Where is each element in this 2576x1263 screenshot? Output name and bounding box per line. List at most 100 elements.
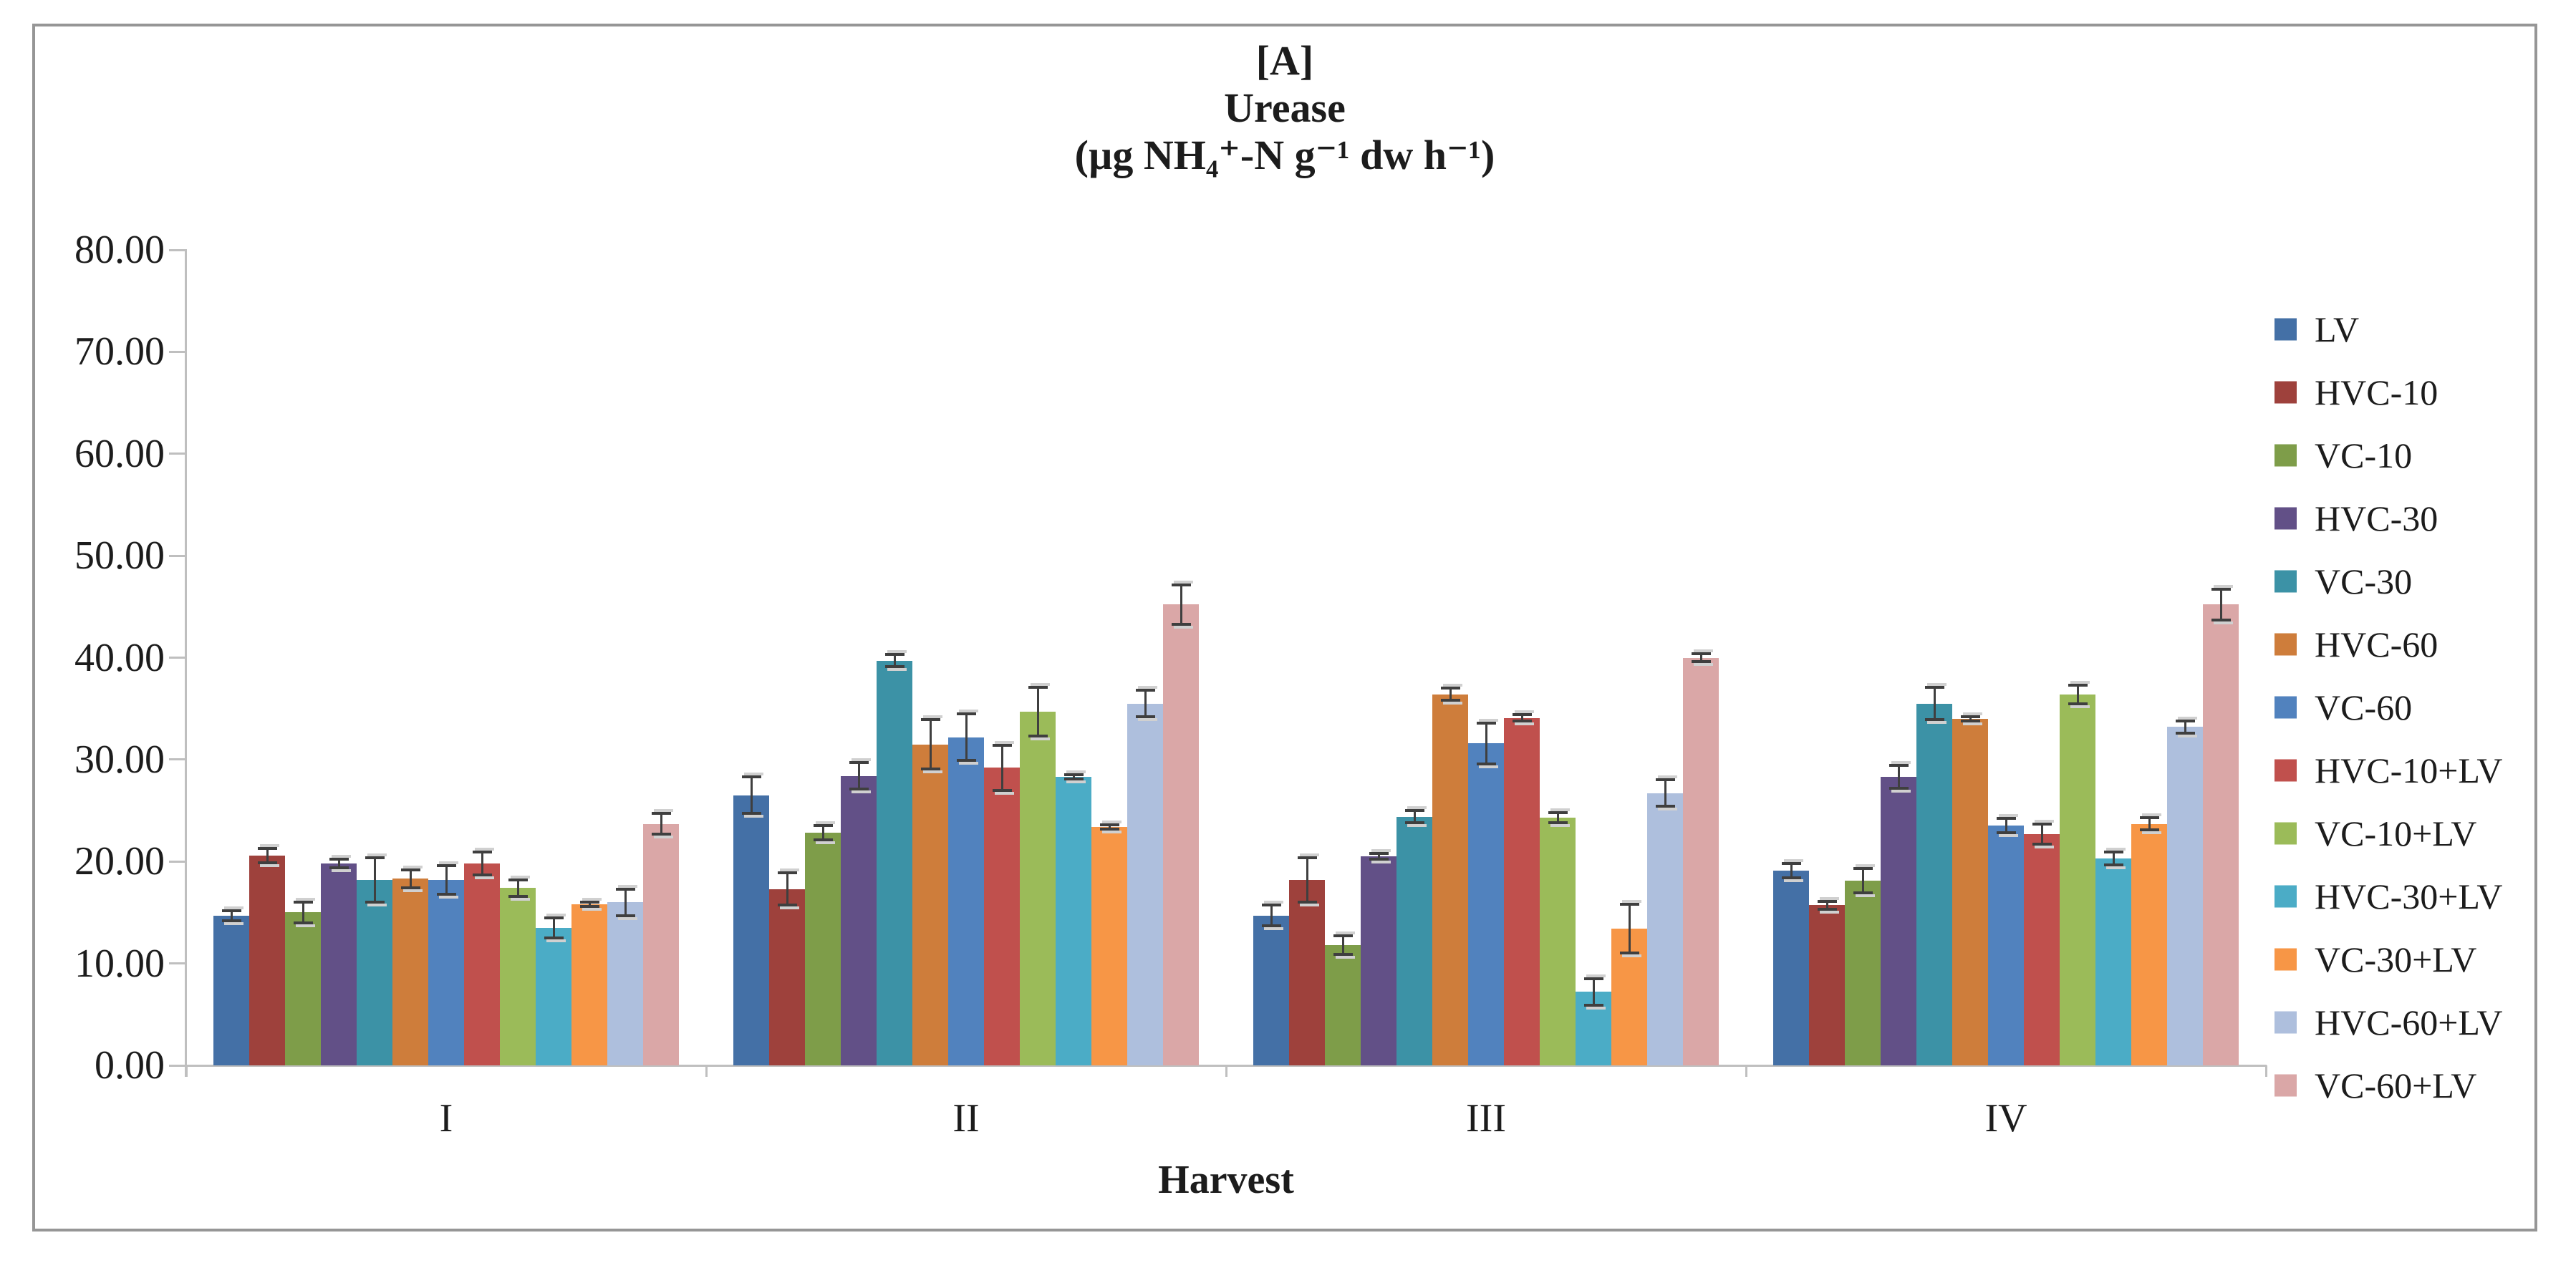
error-bar-cap-top <box>1888 764 1909 768</box>
bar-LV-IV <box>1773 871 1809 1065</box>
error-bar <box>516 879 519 896</box>
y-tick-label: 0.00 <box>95 1043 165 1088</box>
bar-HVC-60-IV <box>1952 718 1988 1065</box>
bar-HVC-10-III <box>1289 879 1325 1065</box>
error-bar <box>660 813 662 834</box>
bar-VC-10-IV <box>1845 881 1881 1065</box>
legend-label: VC-30+LV <box>2315 939 2477 979</box>
bar-HVC-10+LV-IV <box>2024 833 2060 1065</box>
error-bar <box>1969 717 1972 721</box>
legend-swatch-icon <box>2274 948 2297 971</box>
bar-HVC-60+LV-III <box>1647 793 1683 1065</box>
error-bar-cap-bottom <box>1924 718 1944 722</box>
error-bar <box>1592 978 1595 1005</box>
bar-HVC-60-I <box>392 879 428 1065</box>
error-bar-cap-bottom <box>1297 901 1317 904</box>
error-bar <box>2112 852 2115 865</box>
error-bar <box>1664 780 1666 807</box>
error-bar-cap-top <box>579 901 599 904</box>
error-bar <box>445 865 448 894</box>
category-label-I: I <box>439 1096 453 1141</box>
legend-label: HVC-60 <box>2315 624 2438 664</box>
error-bar <box>1413 810 1416 823</box>
y-axis-tick <box>169 248 187 251</box>
error-bar-cap-top <box>1960 715 1980 719</box>
error-bar <box>1072 775 1075 779</box>
bar-HVC-30-I <box>321 863 357 1065</box>
error-bar-cap-top <box>1171 584 1191 587</box>
legend-swatch-icon <box>2274 318 2297 341</box>
category-label-III: III <box>1466 1096 1506 1141</box>
error-bar-cap-top <box>400 868 420 871</box>
bar-VC-60-II <box>948 737 984 1065</box>
error-bar-cap-bottom <box>1853 891 1873 895</box>
error-bar-cap-top <box>1404 809 1424 813</box>
category-label-IV: IV <box>1984 1096 2027 1141</box>
error-bar-cap-bottom <box>1781 876 1801 880</box>
chart-title: [A] Urease (µg NH₄⁺-N g⁻¹ dw h⁻¹) <box>32 37 2537 179</box>
error-bar-cap-bottom <box>1099 827 1119 831</box>
error-bar-cap-bottom <box>257 861 277 864</box>
bar-HVC-30+LV-IV <box>2095 858 2131 1065</box>
error-bar-cap-bottom <box>615 914 635 917</box>
legend-label: VC-10+LV <box>2315 813 2477 853</box>
bar-VC-60+LV-II <box>1163 604 1199 1065</box>
error-bar-cap-top <box>1853 867 1873 871</box>
y-axis-tick <box>169 860 187 863</box>
bar-VC-60-IV <box>1988 826 2024 1065</box>
error-bar-cap-bottom <box>2139 828 2159 832</box>
x-axis-tick <box>705 1065 708 1077</box>
bar-VC-30+LV-IV <box>2131 823 2167 1065</box>
error-bar-cap-bottom <box>1476 762 1496 765</box>
error-bar-cap-top <box>1028 685 1048 689</box>
error-bar-cap-top <box>1817 899 1837 903</box>
error-bar <box>857 763 860 790</box>
legend-label: HVC-60+LV <box>2315 1002 2503 1042</box>
y-tick-label: 30.00 <box>74 737 165 782</box>
legend-label: HVC-30 <box>2315 498 2438 538</box>
error-bar-cap-top <box>1369 851 1389 855</box>
error-bar <box>1485 722 1487 764</box>
error-bar-cap-top <box>1440 687 1460 690</box>
error-bar-cap-bottom <box>1404 821 1424 825</box>
error-bar-cap-bottom <box>1619 952 1639 955</box>
error-bar-cap-top <box>221 909 241 912</box>
error-bar-cap-top <box>1655 778 1675 782</box>
legend-swatch-icon <box>2274 822 2297 845</box>
error-bar <box>481 852 483 875</box>
error-bar-cap-bottom <box>544 937 564 940</box>
bar-VC-30-II <box>877 660 912 1065</box>
error-bar-cap-bottom <box>365 901 385 904</box>
error-bar-cap-top <box>1924 685 1944 689</box>
legend-swatch-icon <box>2274 759 2297 782</box>
bar-VC-10-III <box>1325 944 1361 1065</box>
error-bar <box>302 902 304 923</box>
error-bar-cap-top <box>329 858 349 861</box>
y-axis-line <box>185 250 187 1077</box>
error-bar-cap-top <box>1135 689 1155 692</box>
y-axis-tick <box>169 1064 187 1067</box>
error-bar <box>1861 868 1864 894</box>
error-bar <box>1108 824 1111 829</box>
bar-VC-60+LV-III <box>1683 657 1719 1065</box>
chart-title-line-3: (µg NH₄⁺-N g⁻¹ dw h⁻¹) <box>1074 132 1495 178</box>
error-bar-cap-top <box>508 878 528 881</box>
error-bar-cap-bottom <box>956 759 976 763</box>
x-axis-tick <box>2264 1065 2267 1077</box>
error-bar-cap-bottom <box>992 788 1012 792</box>
bar-VC-30-I <box>357 879 392 1065</box>
error-bar-cap-bottom <box>741 812 761 816</box>
error-bar <box>552 917 555 939</box>
error-bar-cap-bottom <box>436 892 456 896</box>
error-bar <box>1144 690 1147 717</box>
bar-VC-60-I <box>428 879 464 1065</box>
error-bar-cap-top <box>615 887 635 891</box>
error-bar-cap-top <box>544 916 564 919</box>
error-bar-cap-bottom <box>1817 908 1837 911</box>
error-bar-cap-top <box>1261 904 1281 907</box>
error-bar <box>624 889 627 916</box>
error-bar-cap-bottom <box>1996 831 2016 835</box>
error-bar-cap-bottom <box>329 866 349 869</box>
error-bar <box>1341 936 1344 954</box>
